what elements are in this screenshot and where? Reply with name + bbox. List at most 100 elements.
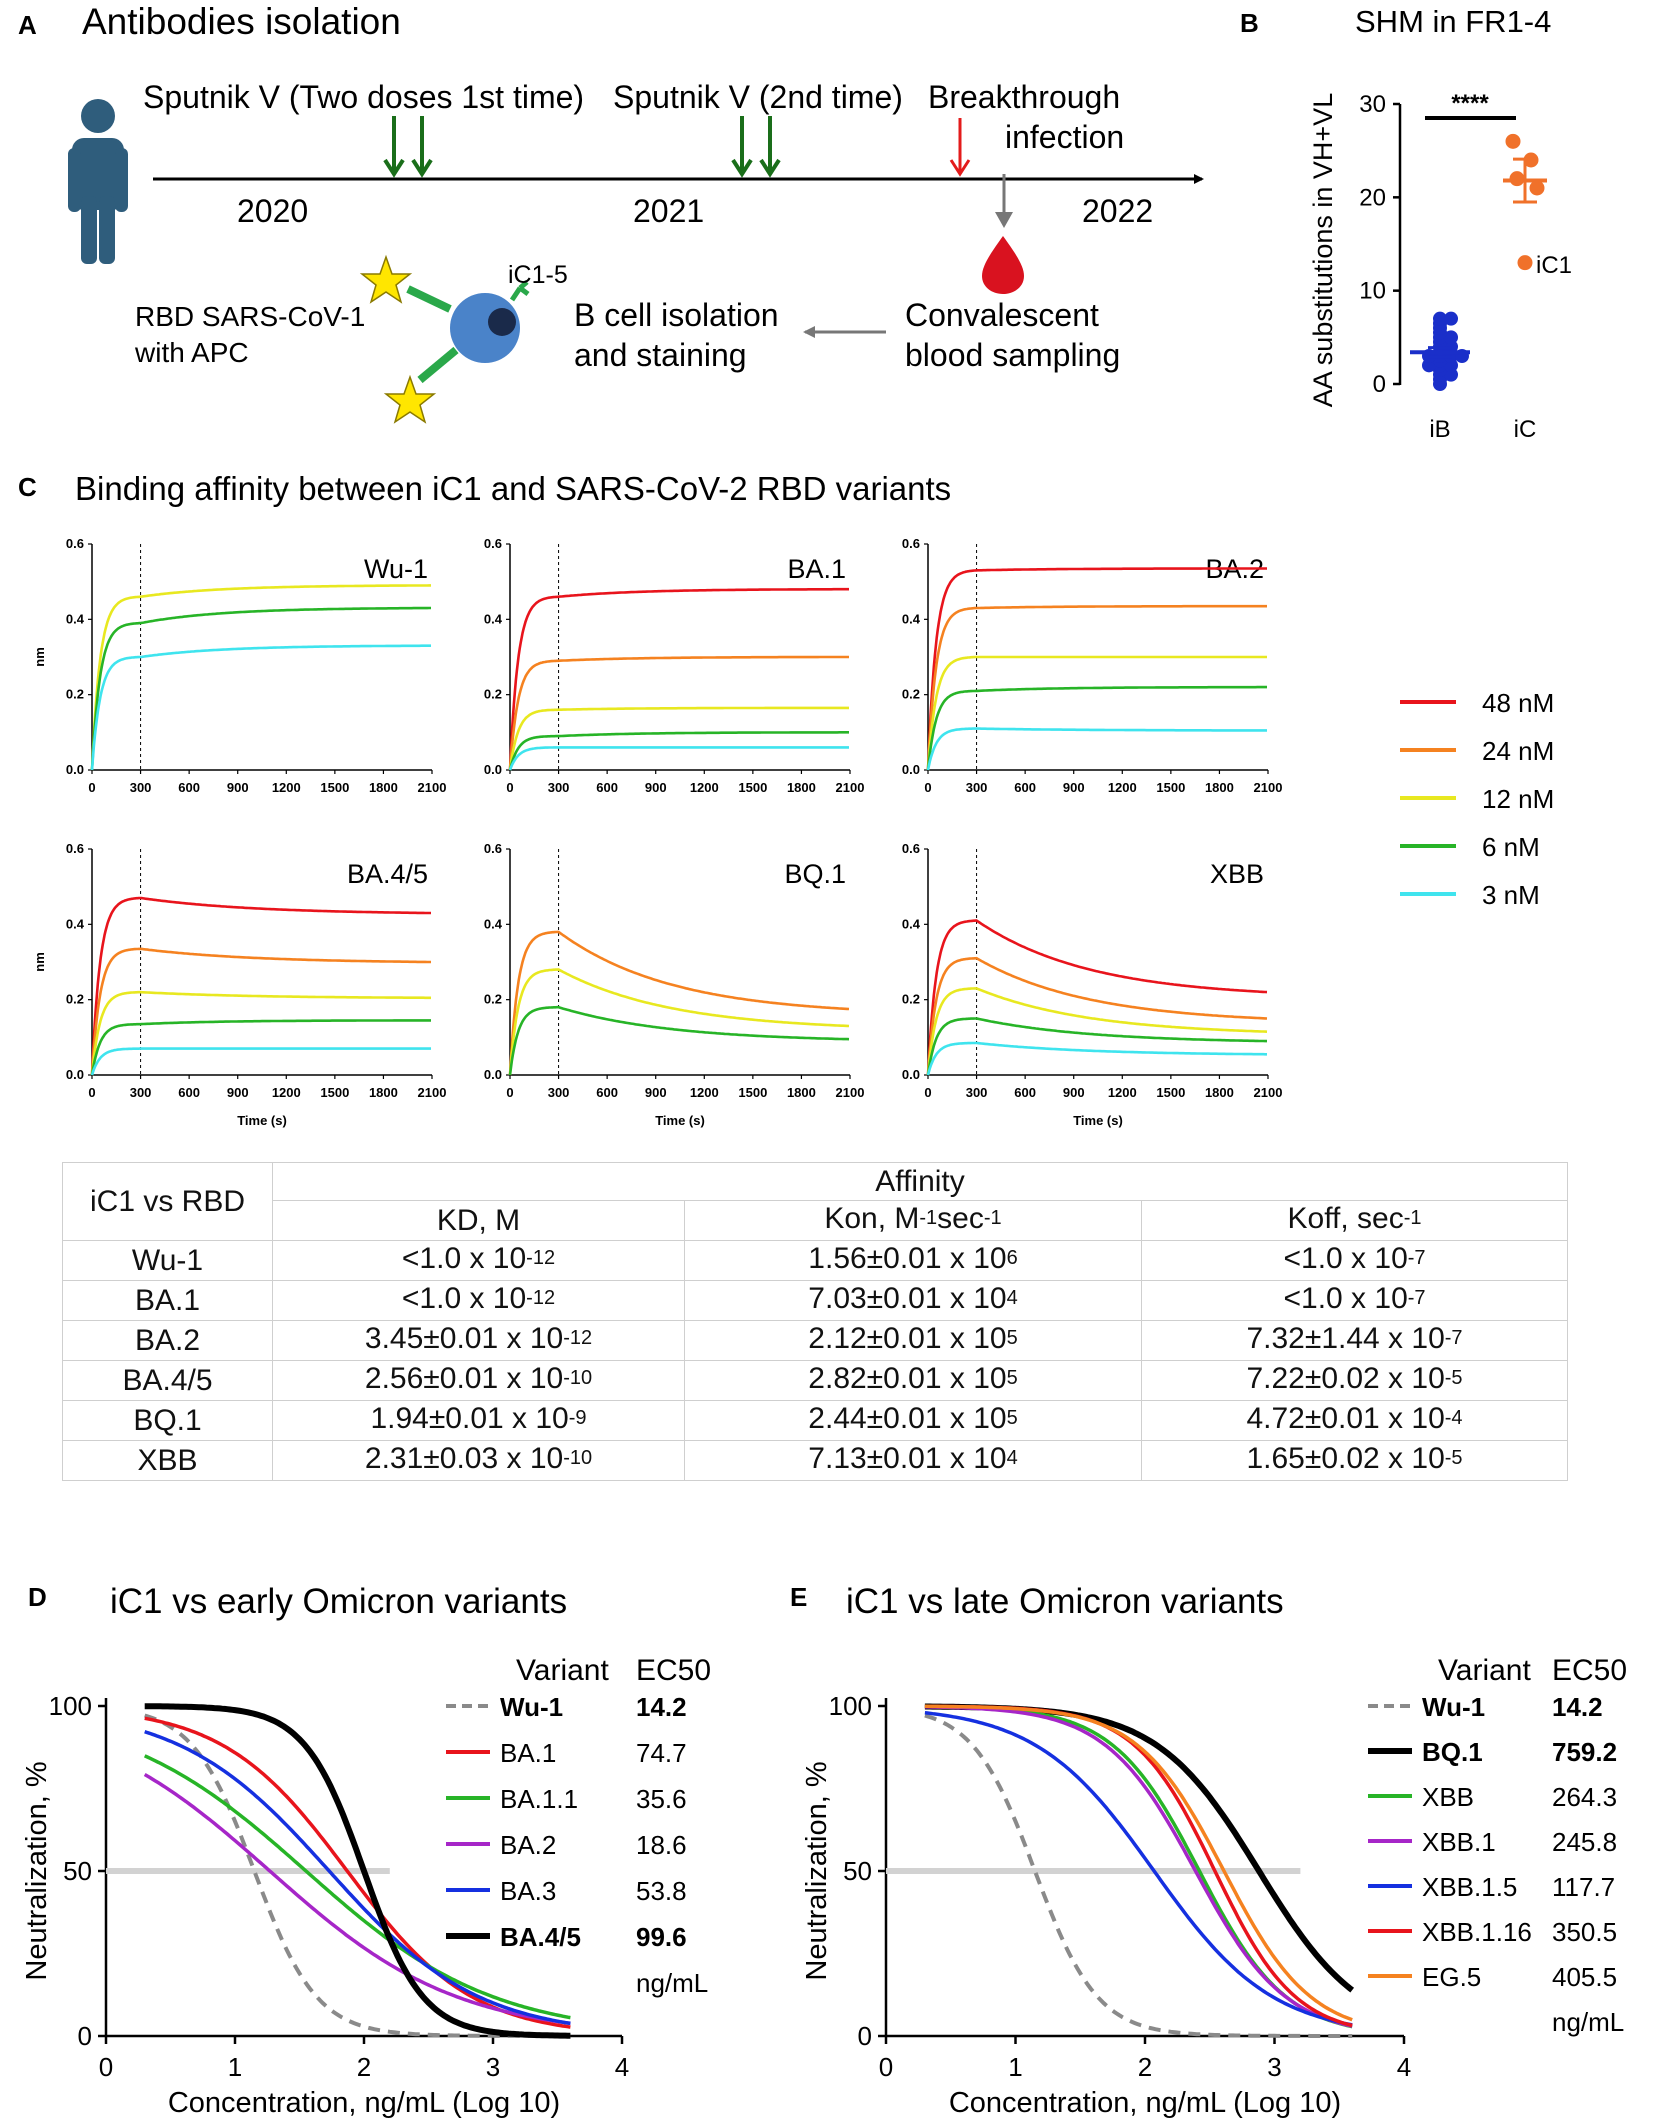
kon-cell-exponent: 5 xyxy=(1006,1327,1018,1349)
kon-header-text: Kon, M xyxy=(824,1202,920,1235)
c-xtick-label: 600 xyxy=(178,1085,200,1100)
legend-variant: XBB.1 xyxy=(1422,1827,1496,1857)
year-2021: 2021 xyxy=(633,193,704,229)
koff-cell-value: 1.65±0.02 x 10 xyxy=(1246,1442,1445,1475)
c-xtick-label: 300 xyxy=(130,780,152,795)
xtick-label: 3 xyxy=(1267,2052,1281,2082)
neutralization-plot-d: 0 50 100 0 1 2 3 4 Concentration, ng/mL (Log 10)… xyxy=(21,1654,711,2119)
c-xlabel: Time (s) xyxy=(655,1113,705,1128)
neutralization-curve xyxy=(924,1704,1353,2022)
kon-column-header: Kon, M-1sec-1 xyxy=(684,1200,1142,1241)
variant-cell: BA.4/5 xyxy=(62,1360,273,1401)
c-xtick-label: 600 xyxy=(1014,780,1036,795)
c-xtick-label: 2100 xyxy=(418,1085,447,1100)
ytick-label: 0 xyxy=(78,2021,92,2051)
kd-cell: 2.31±0.03 x 10-10 xyxy=(272,1440,685,1481)
sensorgram-curve xyxy=(926,1017,1267,1076)
c-xtick-label: 300 xyxy=(548,780,570,795)
c-ytick-label: 0.0 xyxy=(66,762,84,777)
c-xtick-label: 2100 xyxy=(836,780,865,795)
koff-cell-value: 7.22±0.02 x 10 xyxy=(1246,1362,1445,1395)
kd-cell-value: <1.0 x 10 xyxy=(401,1282,527,1315)
legend-header-variant: Variant xyxy=(1438,1654,1531,1687)
kd-cell-value: 2.31±0.03 x 10 xyxy=(364,1442,564,1475)
variant-cell-value: XBB xyxy=(137,1444,198,1477)
c-xtick-label: 1500 xyxy=(738,1085,767,1100)
c-ytick-label: 0.6 xyxy=(902,841,920,856)
cell-label: iC1-5 xyxy=(508,261,568,289)
panel-d-title: iC1 vs early Omicron variants xyxy=(110,1582,567,1621)
b-cell-icon xyxy=(450,280,530,363)
koff-cell-exponent: -5 xyxy=(1444,1447,1463,1469)
legend-variant: XBB.1.5 xyxy=(1422,1872,1517,1902)
sensorgram-curve xyxy=(508,930,850,1076)
ytick-label: 0 xyxy=(858,2021,872,2051)
sensorgram-curve xyxy=(926,987,1268,1076)
c-xtick-label: 1500 xyxy=(738,780,767,795)
y-axis-title: Neutralization, % xyxy=(21,1761,53,1980)
xtick-label: 2 xyxy=(357,2052,371,2082)
bcell-isolation-label: B cell isolation xyxy=(574,297,779,333)
koff-header-sup: -1 xyxy=(1403,1207,1422,1229)
legend-ec50: 350.5 xyxy=(1552,1917,1617,1947)
convalescent-label: Convalescent xyxy=(905,297,1099,333)
sensorgram-curve xyxy=(90,584,431,771)
b-ytick-label: 0 xyxy=(1373,371,1386,398)
c-xtick-label: 1200 xyxy=(1108,780,1137,795)
koff-cell-exponent: -4 xyxy=(1444,1407,1463,1429)
kd-cell: <1.0 x 10-12 xyxy=(272,1280,685,1321)
apc-star-bottom-icon xyxy=(383,374,437,424)
table-row: Wu-1 <1.0 x 10-12 1.56±0.01 x 106 <1.0 x 10… xyxy=(62,1240,1569,1281)
b-ytick-label: 10 xyxy=(1359,278,1386,305)
legend-ec50: 759.2 xyxy=(1552,1737,1617,1767)
group-label-ic: iC xyxy=(1514,416,1537,443)
c-ytick-label: 0.2 xyxy=(484,687,502,702)
c-xtick-label: 2100 xyxy=(1254,780,1283,795)
panel-a: A Antibodies isolation Sputnik V (Two do… xyxy=(18,1,1204,424)
b-data-point xyxy=(1444,311,1458,326)
legend-variant: BQ.1 xyxy=(1422,1737,1483,1767)
panel-b-title: SHM in FR1-4 xyxy=(1355,4,1551,39)
table-row: XBB 2.31±0.03 x 10-10 7.13±0.01 x 104 1.65±… xyxy=(62,1440,1569,1481)
legend-ec50: 264.3 xyxy=(1552,1782,1617,1812)
neutralization-curve xyxy=(144,1730,571,2026)
c-ytick-label: 0.4 xyxy=(484,916,503,931)
antibody-bottom-icon xyxy=(417,346,459,384)
legend-header-variant: Variant xyxy=(516,1654,609,1687)
panel-letter-c: C xyxy=(18,472,37,502)
affinity-group-header: Affinity xyxy=(271,1162,1569,1201)
legend-label: 6 nM xyxy=(1482,832,1540,862)
panel-b-ylabel: AA substitutions in VH+VL xyxy=(1308,93,1338,407)
c-xtick-label: 2100 xyxy=(418,780,447,795)
c-ytick-label: 0.4 xyxy=(66,916,85,931)
c-xtick-label: 600 xyxy=(596,780,618,795)
kd-cell-value: 3.45±0.01 x 10 xyxy=(364,1322,564,1355)
panel-letter-a: A xyxy=(18,10,37,40)
c-xtick-label: 1800 xyxy=(787,780,816,795)
c-xtick-label: 0 xyxy=(506,780,513,795)
concentration-legend: 48 nM 24 nM 12 nM 6 nM 3 nM xyxy=(1400,688,1554,910)
c-ytick-label: 0.6 xyxy=(66,536,84,551)
legend-variant: Wu-1 xyxy=(1422,1692,1485,1722)
c-xtick-label: 1200 xyxy=(272,780,301,795)
kd-cell: 1.94±0.01 x 10-9 xyxy=(272,1400,685,1441)
koff-cell-exponent: -7 xyxy=(1444,1327,1463,1349)
sensorgram-curve xyxy=(90,947,431,1076)
kd-cell-value: <1.0 x 10 xyxy=(401,1242,527,1275)
b-data-point xyxy=(1433,311,1447,326)
vaccine-arrows-first xyxy=(383,116,433,178)
sensorgram-curve xyxy=(926,919,1268,1076)
neutralization-curve xyxy=(143,1772,571,2026)
ytick-label: 50 xyxy=(63,1856,92,1886)
xtick-label: 1 xyxy=(228,2052,242,2082)
sensorgram-subplot: 0.0 0.2 0.4 0.6 0 300 600 900 1200 1500 1800 2100 BA… xyxy=(484,536,865,795)
kon-cell-value: 2.44±0.01 x 10 xyxy=(808,1402,1007,1435)
koff-cell-value: <1.0 x 10 xyxy=(1283,1242,1408,1275)
sensorgram-curve xyxy=(90,990,431,1076)
panel-e: E iC1 vs late Omicron variants 0 50 100 0 1 2… xyxy=(790,1582,1627,2119)
c-ytick-label: 0.0 xyxy=(484,1067,502,1082)
kon-cell-exponent: 4 xyxy=(1006,1447,1018,1469)
panel-a-title: Antibodies isolation xyxy=(82,1,401,42)
xtick-label: 0 xyxy=(879,2052,893,2082)
